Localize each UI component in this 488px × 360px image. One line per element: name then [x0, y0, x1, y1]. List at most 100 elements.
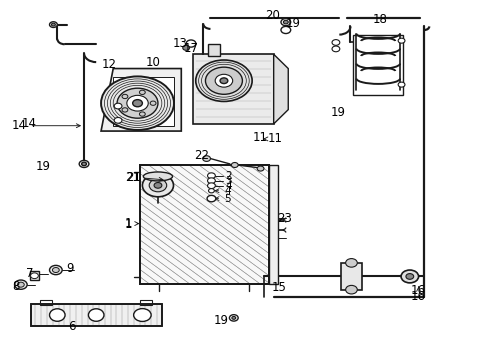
Text: 5: 5 — [215, 194, 230, 203]
Circle shape — [142, 174, 173, 197]
Circle shape — [331, 40, 339, 45]
Text: 19: 19 — [35, 160, 50, 173]
Circle shape — [154, 183, 162, 188]
Circle shape — [139, 112, 145, 116]
Circle shape — [205, 67, 242, 94]
Text: 14: 14 — [22, 117, 37, 130]
Circle shape — [257, 166, 264, 171]
Circle shape — [231, 162, 238, 167]
Text: 4: 4 — [224, 181, 231, 191]
Circle shape — [150, 101, 156, 105]
Circle shape — [133, 309, 151, 321]
Bar — [352, 35, 403, 95]
Text: 20: 20 — [264, 9, 280, 22]
Text: 13: 13 — [173, 37, 187, 50]
Circle shape — [186, 40, 196, 47]
Text: 15: 15 — [271, 282, 286, 294]
Text: 11: 11 — [252, 131, 267, 144]
Text: 16: 16 — [410, 284, 425, 297]
Circle shape — [220, 78, 227, 84]
Circle shape — [331, 46, 339, 52]
Circle shape — [101, 76, 174, 130]
Circle shape — [49, 22, 57, 27]
Text: 6: 6 — [68, 320, 76, 333]
Polygon shape — [273, 54, 287, 124]
Text: 11: 11 — [264, 132, 282, 145]
Circle shape — [49, 265, 62, 275]
Ellipse shape — [143, 172, 172, 181]
Text: 1: 1 — [124, 217, 138, 230]
Bar — [207, 44, 220, 56]
Text: 12: 12 — [102, 58, 117, 72]
Text: 16: 16 — [410, 287, 425, 303]
Bar — [30, 304, 162, 326]
Ellipse shape — [49, 309, 65, 321]
Text: 1: 1 — [124, 218, 131, 231]
Circle shape — [281, 26, 290, 33]
Bar — [268, 165, 277, 284]
Text: 7: 7 — [26, 267, 33, 280]
Bar — [340, 263, 362, 290]
Polygon shape — [101, 68, 181, 131]
Circle shape — [81, 162, 86, 166]
Circle shape — [114, 117, 122, 123]
Circle shape — [207, 183, 215, 189]
Circle shape — [15, 280, 27, 289]
Circle shape — [229, 315, 238, 321]
Circle shape — [195, 60, 252, 102]
Circle shape — [202, 156, 210, 161]
Circle shape — [397, 38, 404, 43]
Text: 19: 19 — [285, 17, 300, 30]
Circle shape — [208, 189, 214, 193]
Circle shape — [400, 270, 418, 283]
Circle shape — [283, 20, 287, 24]
Circle shape — [122, 94, 127, 99]
Bar — [30, 304, 162, 326]
Text: 19: 19 — [330, 105, 345, 119]
Circle shape — [405, 274, 413, 279]
Circle shape — [345, 258, 357, 267]
Circle shape — [51, 23, 55, 26]
Bar — [140, 165, 268, 284]
Text: 4: 4 — [215, 186, 230, 196]
Circle shape — [132, 100, 142, 107]
Circle shape — [207, 178, 215, 184]
Text: 19: 19 — [213, 314, 228, 327]
Circle shape — [126, 95, 148, 111]
Circle shape — [206, 195, 215, 202]
Circle shape — [397, 82, 404, 87]
Text: 2: 2 — [224, 171, 231, 181]
Text: 8: 8 — [12, 280, 20, 293]
Circle shape — [215, 74, 232, 87]
Bar — [113, 77, 174, 126]
Bar — [140, 165, 268, 284]
Circle shape — [345, 285, 357, 294]
Text: 23: 23 — [276, 212, 291, 225]
Text: 10: 10 — [145, 56, 160, 69]
Ellipse shape — [88, 309, 104, 321]
Circle shape — [231, 316, 235, 319]
Text: 18: 18 — [371, 13, 386, 27]
Circle shape — [281, 18, 290, 26]
Bar — [30, 271, 39, 280]
Circle shape — [139, 90, 145, 94]
Circle shape — [183, 45, 189, 50]
Circle shape — [18, 282, 24, 287]
Text: 17: 17 — [183, 42, 198, 55]
Circle shape — [207, 173, 215, 179]
Text: 21: 21 — [125, 171, 163, 184]
Circle shape — [117, 88, 158, 118]
Circle shape — [79, 160, 89, 167]
Bar — [193, 54, 273, 124]
Bar — [41, 300, 52, 305]
Circle shape — [114, 103, 122, 109]
Circle shape — [30, 273, 38, 279]
Text: 9: 9 — [66, 262, 73, 275]
Circle shape — [52, 267, 59, 273]
Circle shape — [122, 108, 127, 112]
Text: 22: 22 — [194, 149, 209, 162]
Circle shape — [149, 179, 166, 192]
Bar — [141, 166, 267, 283]
Bar — [140, 300, 152, 305]
Text: 14: 14 — [12, 119, 80, 132]
